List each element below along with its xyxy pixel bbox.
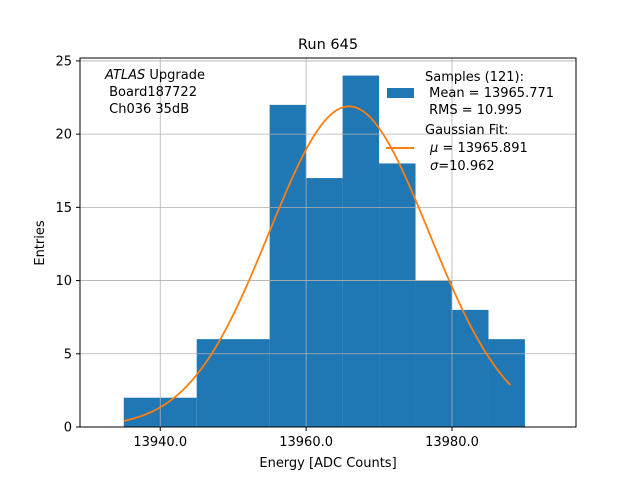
gaussian-fit-curve: [123, 105, 512, 422]
histogram-bar: [342, 75, 380, 427]
y-axis-label: Entries: [33, 220, 48, 266]
legend-fit-mu-value: = 13965.891: [438, 141, 527, 156]
legend-samples-mean: Mean = 13965.771: [425, 86, 554, 101]
histogram-bar: [306, 178, 343, 427]
y-tick-label: 20: [55, 128, 72, 143]
x-tick-label: 13980.0: [425, 435, 479, 450]
legend-samples-swatch: [387, 88, 414, 98]
annotation-experiment-suffix: Upgrade: [145, 68, 205, 83]
annotation-channel: Ch036 35dB: [105, 102, 189, 117]
x-axis-label: Energy [ADC Counts]: [259, 456, 396, 471]
y-tick-label: 0: [64, 421, 72, 436]
axes-frame: [79, 57, 577, 428]
x-tick-label: 13960.0: [279, 435, 333, 450]
legend-fit-title: Gaussian Fit:: [425, 123, 508, 138]
histogram-bar: [196, 339, 270, 427]
axes-layer: 13940.0 13960.0 13980.0 0 5 10 15 20 25: [55, 54, 577, 450]
annotation-experiment: ATLAS Upgrade: [104, 68, 205, 83]
y-tick-label: 10: [55, 274, 72, 289]
legend-samples-title: Samples (121):: [425, 70, 524, 85]
annotation-board: Board187722: [105, 85, 197, 100]
fit-curve-layer: [123, 105, 512, 422]
histogram-bar: [269, 104, 307, 428]
legend-samples-rms: RMS = 10.995: [425, 103, 522, 118]
histogram-bar: [379, 163, 416, 427]
legend-fit-sigma-value: =10.962: [438, 159, 494, 174]
histogram-bar: [452, 309, 489, 427]
annotation-block: ATLAS Upgrade Board187722 Ch036 35dB: [104, 68, 205, 117]
chart-title: Run 645: [298, 37, 358, 53]
legend-fit-sigma-symbol: σ: [430, 159, 439, 174]
y-tick-label: 15: [55, 201, 72, 216]
legend-fit-mu-symbol: μ: [429, 141, 438, 156]
legend-fit-mu: μ = 13965.891: [429, 141, 528, 156]
histogram-bar: [488, 339, 525, 427]
y-tick-label: 25: [55, 54, 72, 69]
x-tick-label: 13940.0: [133, 435, 187, 450]
legend-fit-sigma: σ=10.962: [430, 159, 495, 174]
legend: Samples (121): Mean = 13965.771 RMS = 10…: [386, 70, 554, 174]
y-tick-label: 5: [64, 347, 72, 362]
annotation-experiment-name: ATLAS: [104, 68, 145, 83]
